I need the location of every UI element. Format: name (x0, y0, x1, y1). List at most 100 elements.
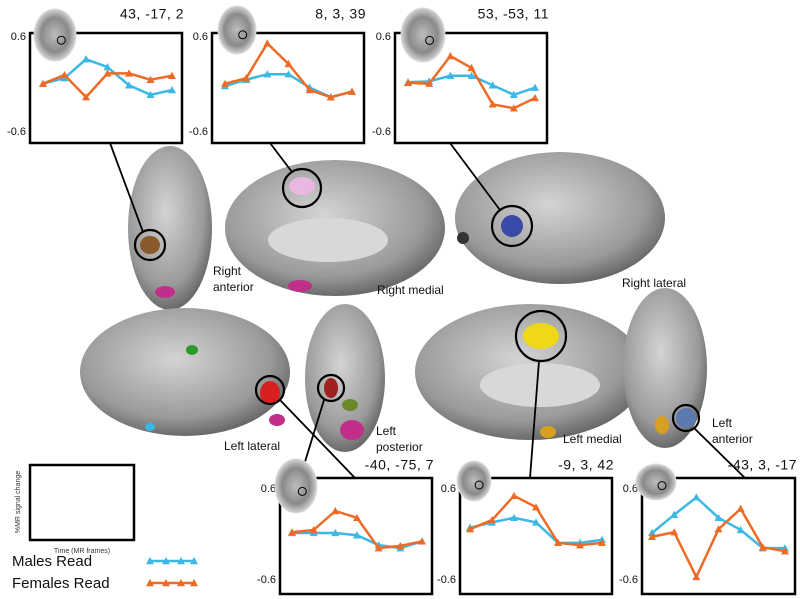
point-marker (692, 572, 701, 581)
view-label: Right lateral (622, 276, 686, 290)
activation (288, 280, 312, 292)
activation (186, 345, 198, 355)
panel-box (458, 476, 614, 596)
thumb-roi (425, 35, 435, 45)
y-tick-label: 0.6 (261, 483, 276, 495)
point-marker (348, 87, 356, 95)
view-label: Left anterior (712, 416, 753, 446)
y-tick-label: 0.6 (441, 483, 456, 495)
point-marker (531, 93, 539, 102)
brain-thumbnail (456, 460, 492, 502)
panel-title: -40, -75, 7 (365, 457, 434, 473)
legend-marker (177, 557, 185, 565)
brain-thumbnail (635, 463, 677, 501)
activation (540, 426, 556, 438)
point-marker (263, 70, 272, 78)
point-marker (146, 90, 155, 98)
brain-left-lateral (80, 308, 290, 436)
activation (655, 416, 669, 434)
chart-panel: -40, -75, 7 0.6 -0.6 (257, 457, 434, 596)
point-marker (168, 71, 176, 79)
point-marker (488, 516, 496, 524)
legend-marker (146, 579, 154, 587)
point-marker (714, 513, 723, 522)
activation (523, 323, 559, 349)
point-marker (125, 69, 133, 77)
point-marker (326, 93, 335, 101)
roi-circle (133, 228, 167, 262)
brain-thumbnail (274, 458, 318, 514)
legend-marker (146, 557, 154, 565)
point-marker (305, 86, 314, 94)
point-marker (242, 74, 251, 82)
point-marker (446, 71, 455, 79)
thumb-roi (657, 481, 667, 491)
legend-marker (177, 579, 185, 587)
point-marker (488, 81, 497, 89)
point-marker (103, 63, 112, 71)
point-marker (467, 71, 476, 79)
roi-circle (254, 374, 286, 406)
thumb-roi (474, 480, 484, 490)
point-marker (509, 90, 518, 98)
activation (140, 236, 160, 254)
activation (155, 286, 175, 298)
thumb-roi (297, 486, 307, 496)
connector (279, 399, 356, 479)
y-tick-label: 0.6 (623, 483, 638, 495)
chart-panel: 43, -17, 2 0.6 -0.6 (7, 6, 184, 145)
point-marker (82, 55, 90, 63)
chart-panel: 8, 3, 39 0.6 -0.6 (189, 5, 366, 145)
brain-thumbnail (217, 5, 257, 55)
point-marker (467, 63, 476, 72)
point-marker (758, 543, 767, 551)
legend-label: Males Read (12, 553, 92, 570)
point-marker (532, 503, 540, 511)
point-marker (714, 525, 723, 533)
y-tick-label: -0.6 (7, 126, 26, 138)
view-label: Left lateral (224, 439, 280, 453)
connector (449, 142, 501, 211)
connector (693, 427, 746, 479)
brain-right-lateral (455, 152, 665, 284)
y-tick-label: 0.6 (193, 31, 208, 43)
point-marker (404, 78, 412, 87)
point-marker (446, 52, 455, 60)
point-marker (598, 538, 606, 547)
view-label: Right anterior (213, 264, 254, 294)
view-label: Right medial (377, 283, 444, 297)
activation (269, 414, 285, 426)
panel-title: 8, 3, 39 (315, 6, 366, 22)
activation (340, 420, 364, 440)
activation (145, 423, 155, 431)
point-marker (168, 86, 176, 94)
activation (342, 399, 358, 411)
point-marker (670, 510, 679, 518)
brain-medial-wall (480, 363, 600, 407)
point-marker (532, 518, 540, 526)
point-marker (146, 75, 155, 83)
thumb-roi (56, 35, 66, 45)
point-marker (692, 493, 701, 501)
view-label: Left posterior (376, 424, 423, 454)
activation (501, 215, 523, 237)
point-marker (221, 79, 229, 87)
point-marker (39, 79, 47, 87)
roi-circle (514, 309, 568, 363)
y-tick-label: 0.6 (376, 31, 391, 43)
roi-circle (316, 373, 346, 403)
y-tick-label: -0.6 (437, 574, 456, 586)
point-marker (648, 528, 656, 537)
chart-panel: -9, 3, 42 0.6 -0.6 (437, 457, 614, 596)
point-marker (353, 531, 361, 539)
y-tick-label: -0.6 (372, 126, 391, 138)
point-marker (736, 504, 745, 512)
y-tick-label: -0.6 (189, 126, 208, 138)
chart-panel: 53, -53, 11 0.6 -0.6 (372, 6, 549, 145)
point-marker (554, 538, 562, 547)
view-label: Left medial (563, 432, 622, 446)
point-marker (284, 59, 293, 68)
panel-title: -43, 3, -17 (728, 457, 797, 473)
key-xlabel: Time (MR frames) (54, 548, 110, 555)
